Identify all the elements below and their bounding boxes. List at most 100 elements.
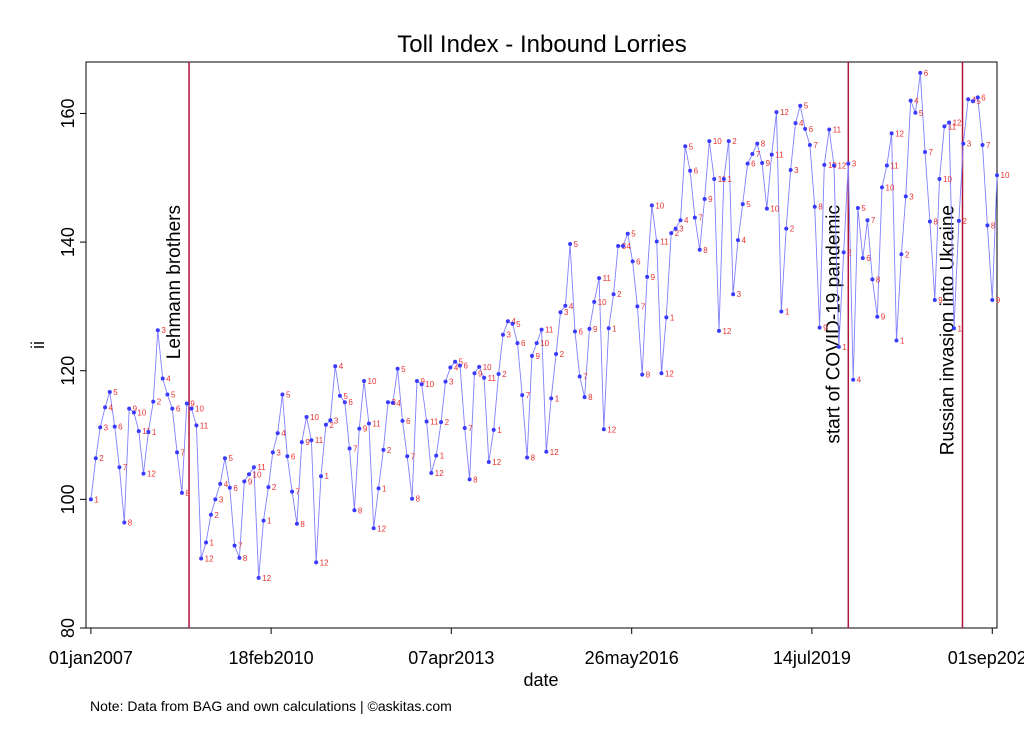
data-point xyxy=(807,142,812,147)
data-label: 2 xyxy=(502,370,507,379)
data-point xyxy=(740,202,745,207)
data-label: 8 xyxy=(128,519,133,528)
data-label: 6 xyxy=(636,257,641,266)
data-label: 2 xyxy=(214,511,219,520)
data-label: 5 xyxy=(228,454,233,463)
data-point xyxy=(266,485,271,490)
event-label: Lehmann brothers xyxy=(164,205,185,359)
data-label: 9 xyxy=(363,425,368,434)
data-point xyxy=(309,438,314,443)
data-point xyxy=(337,393,342,398)
data-point xyxy=(736,238,741,243)
data-label: 9 xyxy=(823,324,828,333)
data-label: 12 xyxy=(895,129,904,138)
data-point xyxy=(769,152,774,157)
data-label: 4 xyxy=(281,429,286,438)
data-point xyxy=(697,247,702,252)
data-label: 1 xyxy=(785,308,790,317)
data-label: 9 xyxy=(420,377,425,386)
data-point xyxy=(784,226,789,231)
data-point xyxy=(93,456,98,461)
data-label: 4 xyxy=(339,362,344,371)
x-tick-label: 18feb2010 xyxy=(229,648,314,668)
data-label: 5 xyxy=(804,102,809,111)
data-label: 3 xyxy=(161,326,166,335)
data-label: 10 xyxy=(253,470,262,479)
data-point xyxy=(822,162,827,167)
data-point xyxy=(544,449,549,454)
x-tick-label: 01jan2007 xyxy=(49,648,133,668)
data-point xyxy=(592,299,597,304)
data-point xyxy=(903,194,908,199)
data-label: 5 xyxy=(861,204,866,213)
data-label: 5 xyxy=(113,388,118,397)
data-point xyxy=(434,453,439,458)
data-point xyxy=(760,160,765,165)
data-label: 7 xyxy=(871,216,876,225)
data-point xyxy=(400,418,405,423)
data-point xyxy=(261,518,266,523)
data-label: 1 xyxy=(152,428,157,437)
data-point xyxy=(179,490,184,495)
data-label: 3 xyxy=(104,423,109,432)
data-label: 7 xyxy=(181,448,186,457)
event-label: start of COVID-19 pandemic xyxy=(823,205,844,444)
data-label: 3 xyxy=(679,225,684,234)
data-label: 8 xyxy=(703,246,708,255)
data-label: 7 xyxy=(813,141,818,150)
data-label: 7 xyxy=(986,141,991,150)
data-point xyxy=(908,98,913,103)
data-point xyxy=(549,396,554,401)
data-point xyxy=(563,303,568,308)
data-label: 2 xyxy=(560,350,565,359)
data-point xyxy=(107,389,112,394)
data-point xyxy=(299,440,304,445)
data-point xyxy=(294,521,299,526)
data-label: 5 xyxy=(171,391,176,400)
data-label: 1 xyxy=(210,538,215,547)
data-point xyxy=(103,405,108,410)
data-point xyxy=(510,321,515,326)
data-label: 9 xyxy=(305,438,310,447)
data-point xyxy=(424,419,429,424)
data-point xyxy=(352,508,357,513)
data-point xyxy=(630,259,635,264)
data-label: 10 xyxy=(655,201,664,210)
data-point xyxy=(242,479,247,484)
data-point xyxy=(875,314,880,319)
data-point xyxy=(453,359,458,364)
data-point xyxy=(951,326,956,331)
data-label: 2 xyxy=(732,137,737,146)
data-label: 6 xyxy=(981,93,986,102)
data-label: 9 xyxy=(881,313,886,322)
data-label: 12 xyxy=(320,558,329,567)
data-point xyxy=(127,406,132,411)
data-point xyxy=(362,379,367,384)
data-label: 6 xyxy=(406,417,411,426)
data-point xyxy=(649,203,654,208)
y-tick-label: 80 xyxy=(58,618,78,638)
data-label: 5 xyxy=(343,392,348,401)
x-axis: 01jan2007 18feb2010 07apr2013 26may2016 14ju… xyxy=(49,628,1024,668)
data-label: 1 xyxy=(440,452,445,461)
data-point xyxy=(500,332,505,337)
data-point xyxy=(131,410,136,415)
data-point xyxy=(410,496,415,501)
data-label: 9 xyxy=(133,405,138,414)
data-point xyxy=(395,366,400,371)
data-label: 7 xyxy=(353,445,358,454)
data-point xyxy=(204,540,209,545)
data-label: 2 xyxy=(790,225,795,234)
data-label: 12 xyxy=(953,118,962,127)
data-point xyxy=(716,328,721,333)
data-point xyxy=(793,121,798,126)
data-point xyxy=(237,555,242,560)
data-point xyxy=(112,424,117,429)
y-tick-label: 140 xyxy=(58,227,78,257)
data-label: 8 xyxy=(243,554,248,563)
data-label: 5 xyxy=(459,358,464,367)
data-label: 11 xyxy=(372,419,381,428)
data-point xyxy=(625,231,630,236)
data-label: 7 xyxy=(929,148,934,157)
data-point xyxy=(525,455,530,460)
